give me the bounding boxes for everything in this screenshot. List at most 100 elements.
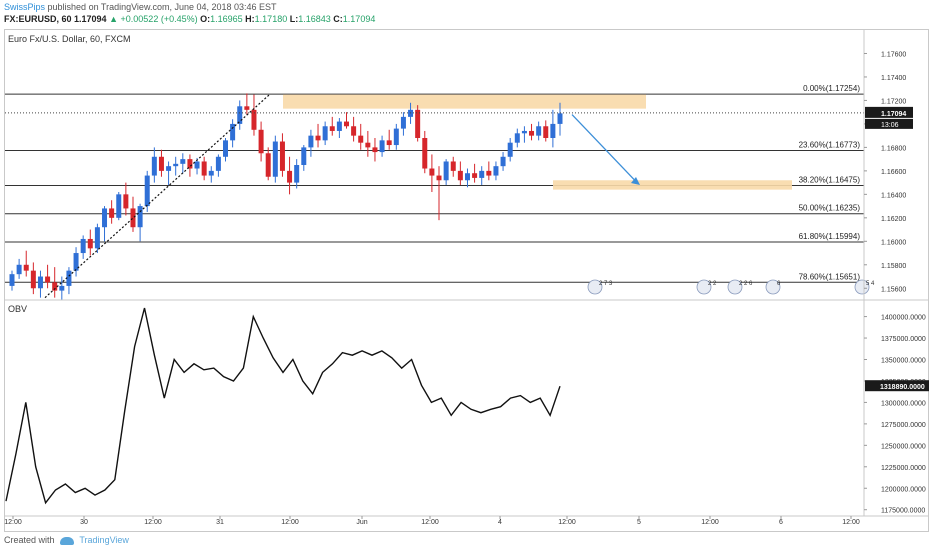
obv-line[interactable] — [5, 307, 561, 505]
candle-body[interactable] — [109, 208, 115, 218]
candle-body[interactable] — [16, 264, 22, 275]
candle-body[interactable] — [308, 135, 314, 148]
economic-event-badge[interactable] — [765, 279, 781, 295]
candle-body[interactable] — [94, 227, 100, 249]
economic-event-badge[interactable] — [696, 279, 712, 295]
candle-body[interactable] — [223, 140, 229, 157]
candle-body[interactable] — [351, 126, 357, 136]
candle-body[interactable] — [272, 141, 278, 177]
candlestick-series[interactable] — [9, 93, 563, 300]
candle-body[interactable] — [536, 126, 542, 136]
candle-body[interactable] — [151, 156, 157, 176]
candle-body[interactable] — [329, 126, 335, 131]
candle-body[interactable] — [66, 270, 72, 286]
candle-body[interactable] — [464, 173, 470, 181]
candle-body[interactable] — [393, 128, 399, 146]
candle-body[interactable] — [137, 206, 143, 228]
candle-body[interactable] — [166, 166, 172, 171]
candle-body[interactable] — [194, 161, 200, 169]
price-zone[interactable] — [553, 180, 792, 190]
candle-body[interactable] — [87, 238, 93, 249]
candle-body[interactable] — [123, 194, 129, 209]
candle-body[interactable] — [158, 156, 164, 171]
candle-body[interactable] — [521, 130, 527, 134]
candle-body[interactable] — [379, 140, 385, 153]
candle-body[interactable] — [237, 106, 243, 124]
candle-body[interactable] — [479, 170, 485, 178]
trend-drawings[interactable]: 2 7 3 2 2 2 2 6 6 5 4 — [5, 93, 875, 299]
fib-anchor-trendline[interactable] — [44, 93, 271, 299]
candle-body[interactable] — [45, 276, 51, 283]
candle-body[interactable] — [52, 282, 58, 291]
candle-body[interactable] — [187, 159, 193, 169]
candle-body[interactable] — [301, 147, 307, 165]
projection-arrow-line[interactable] — [571, 114, 638, 184]
candle-body[interactable] — [436, 175, 442, 181]
candle-body[interactable] — [144, 175, 150, 207]
candle-body[interactable] — [73, 253, 79, 271]
candle-body[interactable] — [287, 170, 293, 183]
candle-body[interactable] — [543, 126, 549, 138]
candle-body[interactable] — [557, 113, 563, 124]
candle-body[interactable] — [457, 170, 463, 181]
event-badge-label: 2 7 3 — [599, 281, 613, 287]
candle-body[interactable] — [59, 285, 65, 291]
candle-body[interactable] — [365, 142, 371, 148]
candle-body[interactable] — [550, 123, 556, 138]
candle-body[interactable] — [529, 130, 535, 136]
candle-body[interactable] — [265, 153, 271, 177]
candle-body[interactable] — [244, 106, 250, 110]
candle-body[interactable] — [180, 159, 186, 164]
candle-body[interactable] — [400, 116, 406, 129]
candle-body[interactable] — [450, 161, 456, 171]
candle-body[interactable] — [514, 133, 520, 143]
candle-body[interactable] — [422, 138, 428, 169]
candle-body[interactable] — [486, 170, 492, 176]
obv-pane[interactable]: 1400000.00001375000.00001350000.00001325… — [5, 307, 929, 515]
candle-body[interactable] — [472, 173, 478, 178]
candle-body[interactable] — [230, 123, 236, 141]
candle-body[interactable] — [507, 142, 513, 157]
candle-body[interactable] — [358, 135, 364, 143]
candle-body[interactable] — [415, 109, 421, 138]
candle-body[interactable] — [386, 140, 392, 146]
author-link[interactable]: SwissPips — [4, 2, 46, 12]
candle-body[interactable] — [294, 165, 300, 183]
candle-body[interactable] — [9, 274, 15, 286]
time-axis[interactable]: 12:00 30 12:00 31 12:00 Jun 12:00 4 12:00 5 12:00 6… — [4, 516, 860, 526]
candle-body[interactable] — [23, 264, 29, 271]
time-tick-label: 12:00 — [558, 519, 576, 526]
candle-body[interactable] — [336, 121, 342, 131]
candle-body[interactable] — [372, 147, 378, 153]
candle-body[interactable] — [116, 194, 122, 218]
tradingview-brand[interactable]: TradingView — [79, 535, 129, 545]
candle-body[interactable] — [500, 156, 506, 167]
obv-indicator-label[interactable]: OBV — [8, 304, 28, 314]
candle-body[interactable] — [30, 270, 36, 289]
supply-demand-zones[interactable] — [283, 94, 792, 190]
candle-body[interactable] — [251, 109, 257, 130]
candle-body[interactable] — [279, 141, 285, 171]
candle-body[interactable] — [130, 208, 136, 228]
candle-body[interactable] — [173, 163, 179, 167]
candle-body[interactable] — [343, 121, 349, 127]
chart-frame[interactable] — [4, 29, 929, 532]
candle-body[interactable] — [429, 168, 435, 176]
candle-body[interactable] — [208, 170, 214, 176]
candle-body[interactable] — [201, 161, 207, 176]
price-axis[interactable]: 1.176001.174001.172001.170001.168001.166… — [5, 30, 929, 517]
candle-body[interactable] — [443, 161, 449, 181]
price-zone[interactable] — [283, 94, 646, 109]
candle-body[interactable] — [215, 156, 221, 171]
candle-body[interactable] — [258, 129, 264, 154]
candle-body[interactable] — [80, 238, 86, 254]
candle-body[interactable] — [493, 166, 499, 176]
candle-body[interactable] — [37, 276, 43, 289]
economic-event-badge[interactable] — [587, 279, 603, 295]
candle-body[interactable] — [322, 126, 328, 141]
economic-event-badge[interactable] — [854, 279, 870, 295]
candle-body[interactable] — [315, 135, 321, 141]
economic-event-badge[interactable] — [727, 279, 743, 295]
candle-body[interactable] — [102, 208, 108, 228]
